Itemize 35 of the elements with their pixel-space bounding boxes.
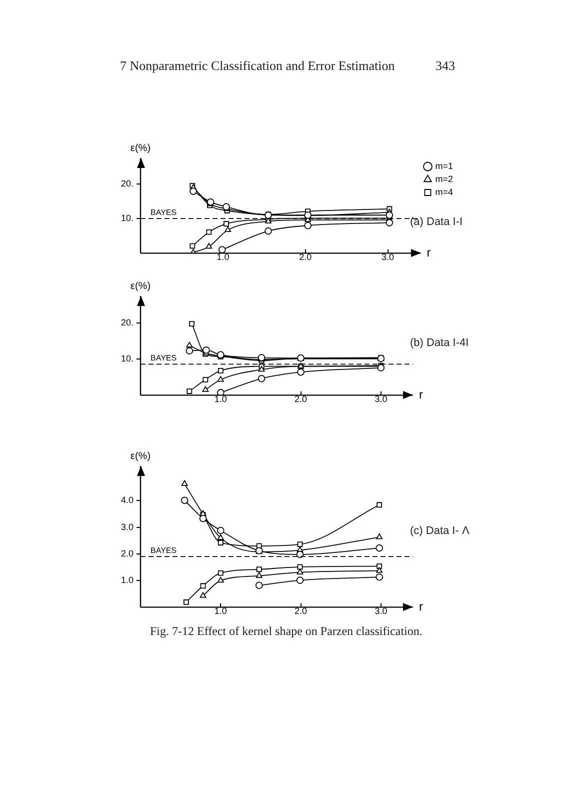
y-tick-label: 20.: [120, 178, 134, 188]
x-axis-title: r: [419, 600, 423, 614]
caption: Fig. 7-12 Effect of kernel shape on Parzen classification.: [150, 624, 422, 639]
text: (c) Data I- Λ: [410, 525, 470, 538]
y-axis-title: ε(%): [130, 450, 151, 462]
y-tick-label: 20.: [120, 318, 134, 328]
legend-label: m=4: [435, 186, 454, 197]
x-axis-title: r: [426, 246, 431, 260]
y-tick-label: 1.0: [120, 575, 134, 586]
x-tick-label: 2.0: [294, 606, 308, 616]
text: 343: [436, 58, 455, 74]
x-tick-label: 2.0: [294, 394, 308, 404]
text: (b) Data I-4I: [410, 336, 469, 348]
x-axis-title: r: [419, 388, 423, 402]
ref-line-label: BAYES: [150, 208, 177, 217]
text: 7 Nonparametric Classification and Error Estimation: [120, 58, 395, 74]
x-tick-label: 1.0: [216, 252, 230, 262]
ref-line-label: BAYES: [150, 546, 177, 555]
y-axis-title: ε(%): [130, 142, 151, 154]
y-tick-label: 4.0: [120, 495, 134, 506]
y-tick-label: 2.0: [120, 548, 134, 558]
legend-label: m=1: [435, 160, 454, 171]
legend-label: m=2: [435, 174, 454, 184]
x-tick-label: 1.0: [214, 394, 227, 404]
x-tick-label: 3.0: [374, 606, 388, 616]
y-tick-label: 3.0: [120, 522, 134, 532]
x-tick-label: 2.0: [299, 252, 312, 262]
y-tick-label: 10.: [120, 213, 134, 224]
x-tick-label: 3.0: [374, 394, 388, 404]
x-tick-label: 1.0: [214, 606, 227, 616]
ref-line-label: BAYES: [150, 353, 177, 362]
x-tick-label: 3.0: [382, 252, 394, 262]
y-tick-label: 10.: [120, 354, 134, 364]
y-axis-title: ε(%): [130, 280, 151, 292]
text: (a) Data I-I: [410, 216, 463, 228]
